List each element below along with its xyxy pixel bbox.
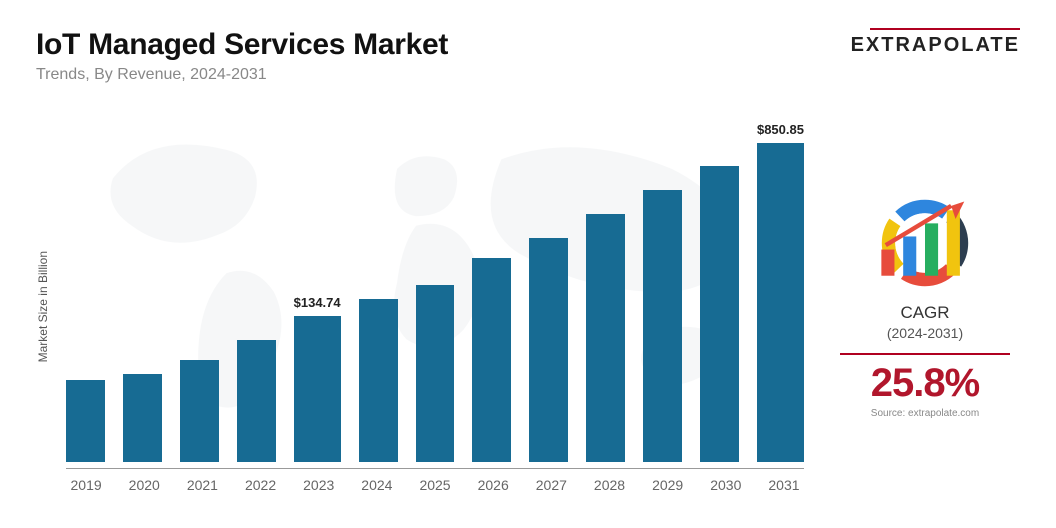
bar-2027 — [529, 122, 568, 462]
bar — [586, 214, 625, 462]
x-tick: 2020 — [124, 477, 164, 502]
bar-2028 — [586, 122, 625, 462]
bar-2020 — [123, 122, 162, 462]
bar-value-label: $134.74 — [294, 295, 341, 310]
bar-2022 — [237, 122, 276, 462]
bar-2024 — [359, 122, 398, 462]
x-tick: 2025 — [415, 477, 455, 502]
x-tick: 2019 — [66, 477, 106, 502]
bar-2019 — [66, 122, 105, 462]
x-tick: 2026 — [473, 477, 513, 502]
bar — [757, 143, 804, 462]
x-tick: 2028 — [589, 477, 629, 502]
bar — [529, 238, 568, 462]
bar-2026 — [472, 122, 511, 462]
bar — [237, 340, 276, 462]
bar — [472, 258, 511, 462]
cagr-range: (2024-2031) — [887, 325, 963, 341]
cagr-label: CAGR — [900, 303, 949, 323]
cagr-donut-icon — [877, 195, 973, 291]
chart-title: IoT Managed Services Market — [36, 28, 448, 62]
logo-text: EXTRAPOLATE — [851, 34, 1020, 57]
y-axis-label: Market Size in Billion — [36, 251, 50, 362]
bar — [359, 299, 398, 462]
bar — [700, 166, 739, 462]
brand-logo: EXTRAPOLATE — [851, 28, 1020, 57]
x-tick: 2027 — [531, 477, 571, 502]
x-tick: 2031 — [764, 477, 804, 502]
bar-2023: $134.74 — [294, 122, 341, 462]
x-tick: 2022 — [240, 477, 280, 502]
mini-bars-icon — [877, 195, 973, 291]
x-tick: 2023 — [299, 477, 339, 502]
bar — [416, 285, 455, 462]
bar — [643, 190, 682, 462]
bar-2021 — [180, 122, 219, 462]
bar-2030 — [700, 122, 739, 462]
cagr-value: 25.8% — [871, 361, 979, 406]
chart-subtitle: Trends, By Revenue, 2024-2031 — [36, 66, 448, 84]
x-tick: 2021 — [182, 477, 222, 502]
cagr-rule — [840, 353, 1010, 355]
bar-2025 — [416, 122, 455, 462]
bar-chart: Market Size in Billion $134.74 $850.85 20… — [36, 112, 814, 502]
x-tick: 2024 — [357, 477, 397, 502]
bar-2031: $850.85 — [757, 122, 804, 462]
x-tick: 2029 — [648, 477, 688, 502]
source-note: Source: extrapolate.com — [871, 408, 979, 419]
bar — [294, 316, 341, 462]
x-tick: 2030 — [706, 477, 746, 502]
bar-2029 — [643, 122, 682, 462]
logo-rule — [870, 28, 1020, 30]
bar — [66, 380, 105, 462]
bar — [180, 360, 219, 462]
bar-value-label: $850.85 — [757, 122, 804, 137]
bar — [123, 374, 162, 462]
